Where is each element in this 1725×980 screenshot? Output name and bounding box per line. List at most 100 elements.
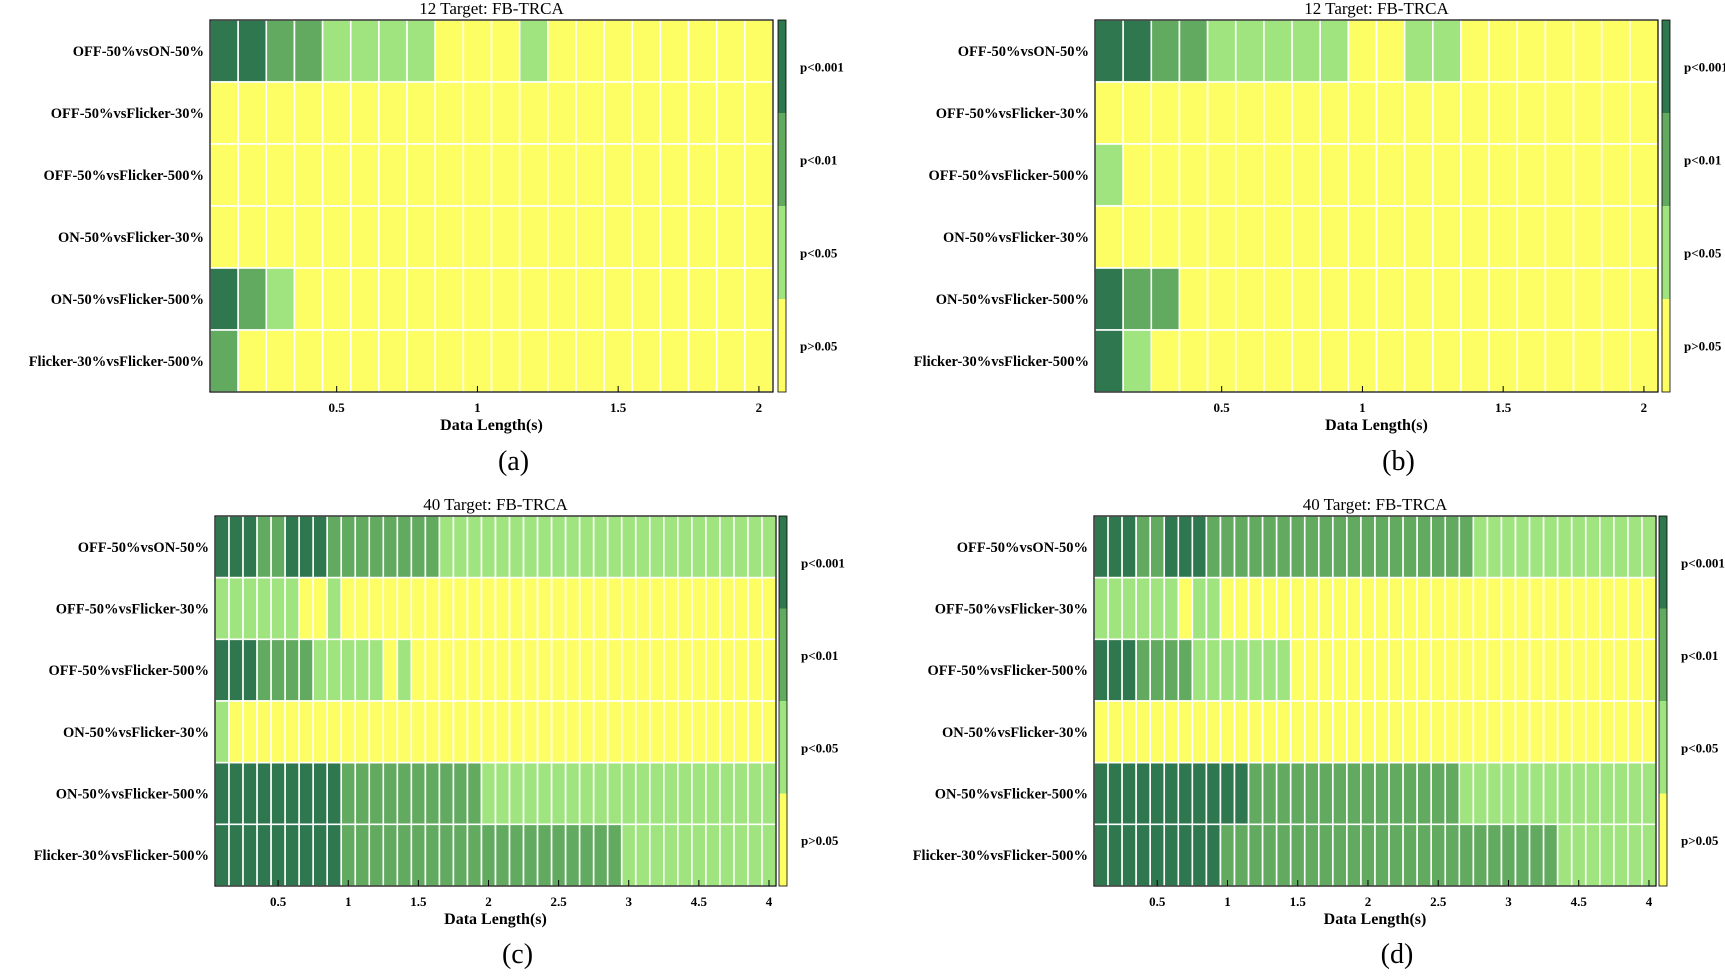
heatmap-cell xyxy=(1233,823,1250,887)
colorbar-segment xyxy=(1659,793,1667,886)
heatmap-cell xyxy=(715,205,746,269)
heatmap-cell xyxy=(209,205,239,269)
heatmap-cell xyxy=(1121,576,1137,641)
heatmap-cell xyxy=(270,823,286,887)
heatmap-cell xyxy=(228,576,244,641)
row-label: OFF-50%vsON-50% xyxy=(958,44,1089,60)
heatmap-cell xyxy=(1107,761,1123,826)
heatmap-cell xyxy=(1516,19,1547,83)
heatmap-cell xyxy=(214,576,230,641)
heatmap-cell xyxy=(687,329,718,393)
heatmap-cell xyxy=(1263,19,1293,83)
heatmap-cell xyxy=(620,700,637,764)
heatmap-cell xyxy=(256,761,272,826)
heatmap-cell xyxy=(1375,205,1406,269)
row-label: OFF-50%vsFlicker-30% xyxy=(935,602,1088,618)
heatmap-cell xyxy=(1403,329,1434,393)
heatmap-cell xyxy=(603,329,634,393)
heatmap-cell xyxy=(378,143,408,207)
heatmap-cell xyxy=(1460,81,1490,145)
heatmap-cell xyxy=(1291,19,1322,83)
heatmap-cell xyxy=(1107,576,1123,641)
heatmap-cell xyxy=(1247,515,1264,579)
heatmap-cell xyxy=(518,267,549,331)
heatmap-cell xyxy=(406,19,436,83)
heatmap-cell xyxy=(1191,638,1208,702)
heatmap-cell xyxy=(719,638,735,702)
heatmap-cell xyxy=(1289,761,1306,826)
heatmap-cell xyxy=(1360,638,1376,702)
heatmap-cell xyxy=(705,515,721,579)
heatmap-cell xyxy=(378,81,408,145)
heatmap-cell xyxy=(648,761,665,826)
heatmap-cell xyxy=(242,576,258,641)
heatmap-cell xyxy=(1163,700,1180,764)
colorbar-segment xyxy=(1662,113,1670,206)
heatmap-cell xyxy=(1572,329,1603,393)
heatmap-cell xyxy=(715,19,746,83)
heatmap-cell xyxy=(434,19,465,83)
heatmap-cell xyxy=(256,638,272,702)
heatmap-cell xyxy=(1627,823,1643,887)
heatmap-cell xyxy=(1416,515,1433,579)
heatmap-cell xyxy=(1403,81,1434,145)
heatmap-cell xyxy=(631,81,662,145)
heatmap-cell xyxy=(1374,700,1390,764)
heatmap-cell xyxy=(1458,823,1475,887)
heatmap-cell xyxy=(747,576,763,641)
panel-title: 40 Target: FB-TRCA xyxy=(423,495,568,514)
heatmap-cell xyxy=(518,19,549,83)
heatmap-cell xyxy=(293,81,324,145)
heatmap-cell xyxy=(298,761,314,826)
heatmap-cell xyxy=(462,267,493,331)
heatmap-cell xyxy=(434,329,465,393)
heatmap-cell xyxy=(1093,823,1109,887)
panel-caption: (a) xyxy=(498,446,529,477)
x-tick-label: 4 xyxy=(766,894,773,909)
heatmap-cell xyxy=(466,823,483,887)
heatmap-cell xyxy=(1627,700,1643,764)
heatmap-cell xyxy=(1641,515,1657,579)
heatmap-cell xyxy=(1599,638,1615,702)
heatmap-cell xyxy=(1460,19,1490,83)
heatmap-cell xyxy=(1206,329,1237,393)
colorbar-segment xyxy=(779,793,787,886)
heatmap-cell xyxy=(733,576,749,641)
heatmap-cell xyxy=(1641,638,1657,702)
heatmap-cell xyxy=(214,823,230,887)
heatmap-cell xyxy=(270,638,286,702)
heatmap-cell xyxy=(634,761,651,826)
heatmap-cell xyxy=(349,329,380,393)
colorbar-label: p<0.01 xyxy=(1681,648,1718,663)
heatmap-cell xyxy=(1430,576,1447,641)
heatmap-cell xyxy=(747,515,763,579)
heatmap-cell xyxy=(368,823,385,887)
heatmap-cell xyxy=(452,761,469,826)
heatmap-cell xyxy=(1388,823,1404,887)
heatmap-cell xyxy=(265,19,296,83)
heatmap-cell xyxy=(1584,515,1601,579)
heatmap-cell xyxy=(1584,638,1601,702)
heatmap-cell xyxy=(1528,761,1545,826)
heatmap-cell xyxy=(424,700,441,764)
heatmap-cell xyxy=(214,761,230,826)
heatmap-cell xyxy=(1641,761,1657,826)
heatmap-cell xyxy=(1544,267,1575,331)
row-label: OFF-50%vsON-50% xyxy=(73,44,204,60)
heatmap-cell xyxy=(1234,81,1265,145)
colorbar-segment xyxy=(1662,206,1670,299)
heatmap-cell xyxy=(1093,700,1109,764)
heatmap-cell xyxy=(634,823,651,887)
x-tick-label: 1 xyxy=(1359,400,1366,415)
heatmap-cell xyxy=(1416,761,1433,826)
heatmap-cell xyxy=(452,515,469,579)
heatmap-cell xyxy=(494,823,511,887)
heatmap-cell xyxy=(1094,329,1124,393)
heatmap-cell xyxy=(687,81,718,145)
heatmap-cell xyxy=(1261,638,1278,702)
heatmap-cell xyxy=(747,761,763,826)
x-tick-label: 0.5 xyxy=(329,400,346,415)
heatmap-cell xyxy=(466,761,483,826)
heatmap-cell xyxy=(1613,515,1629,579)
